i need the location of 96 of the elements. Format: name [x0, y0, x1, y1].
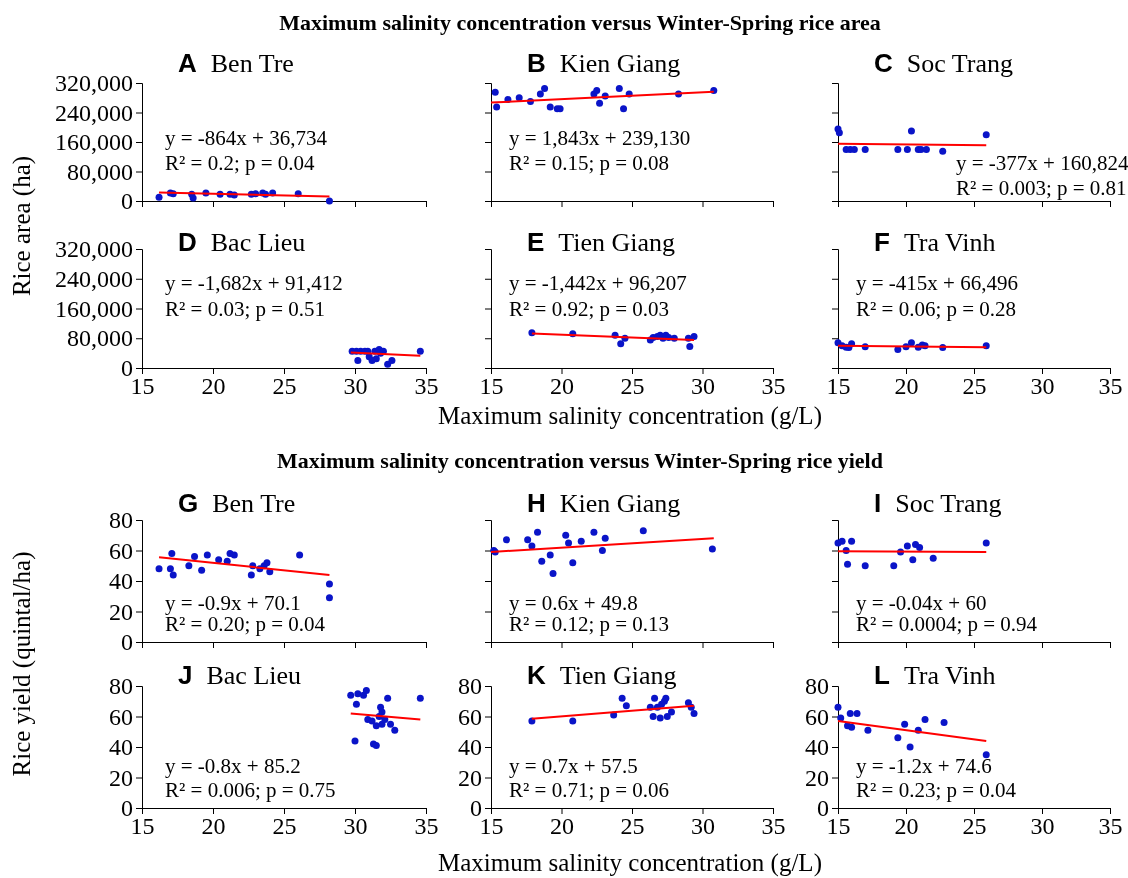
y-axis-title: Rice yield (quintal/ha) [8, 551, 36, 777]
y-tick-label: 0 [121, 355, 133, 382]
x-tick-label: 20 [894, 373, 919, 400]
y-tick-label: 60 [109, 537, 133, 564]
x-axis-title: Maximum salinity concentration (g/L) [438, 849, 822, 877]
x-tick-label: 35 [414, 373, 439, 400]
y-tick-label: 40 [109, 734, 133, 761]
x-tick-label: 35 [1098, 373, 1123, 400]
x-tick-label: 20 [550, 813, 574, 840]
x-tick-label: 25 [962, 813, 987, 840]
x-tick-label: 20 [550, 373, 574, 400]
x-tick-label: 30 [691, 813, 715, 840]
y-tick-label: 60 [805, 703, 829, 730]
y-tick-label: 40 [109, 568, 133, 595]
annotation: y = -415x + 66,496 [856, 271, 1018, 295]
y-tick-label: 160,000 [55, 295, 133, 322]
x-tick-label: 35 [761, 813, 786, 840]
x-tick-label: 20 [894, 813, 919, 840]
annotation: R² = 0.006; p = 0.75 [165, 778, 336, 802]
x-tick-label: 15 [826, 373, 851, 400]
x-tick-label: 25 [962, 373, 987, 400]
annotation: y = 1,843x + 239,130 [509, 126, 691, 150]
text: Maximum salinity concentration versus Winter-Spring rice area [279, 10, 881, 35]
y-tick-label: 240,000 [55, 265, 133, 292]
chart-title: J Bac Lieu [178, 660, 302, 690]
x-tick-label: 30 [691, 373, 715, 400]
x-tick-label: 30 [1030, 373, 1055, 400]
chart-title: B Kien Giang [527, 48, 681, 78]
y-tick-label: 80 [109, 507, 133, 534]
x-tick-label: 25 [272, 813, 297, 840]
y-tick-label: 240,000 [55, 99, 133, 126]
annotation: y = -377x + 160,824 [956, 151, 1128, 175]
x-tick-label: 30 [343, 373, 368, 400]
chart-title: K Tien Giang [527, 660, 677, 690]
y-tick-label: 160,000 [55, 129, 133, 156]
x-tick-label: 20 [201, 813, 226, 840]
y-tick-label: 0 [121, 188, 133, 215]
chart-title: F Tra Vinh [874, 227, 996, 257]
annotation: y = -864x + 36,734 [165, 126, 328, 150]
chart-title: A Ben Tre [178, 48, 294, 78]
annotation: R² = 0.71; p = 0.06 [509, 778, 670, 802]
chart-title: G Ben Tre [178, 488, 296, 518]
y-tick-label: 80 [805, 673, 829, 700]
y-tick-label: 320,000 [55, 70, 133, 97]
x-tick-label: 15 [479, 373, 504, 400]
x-tick-label: 15 [479, 813, 504, 840]
annotation: R² = 0.23; p = 0.04 [856, 778, 1017, 802]
x-axis-title: Maximum salinity concentration (g/L) [438, 402, 822, 430]
chart-title: D Bac Lieu [178, 227, 306, 257]
y-tick-label: 80,000 [67, 158, 133, 185]
y-tick-label: 60 [109, 703, 133, 730]
x-tick-label: 15 [130, 373, 155, 400]
annotation: R² = 0.15; p = 0.08 [509, 151, 670, 175]
y-tick-label: 0 [817, 795, 829, 822]
y-tick-label: 80 [458, 673, 482, 700]
x-tick-label: 30 [343, 813, 368, 840]
y-tick-label: 0 [121, 629, 133, 656]
x-tick-label: 20 [201, 373, 226, 400]
chart-title: E Tien Giang [527, 227, 676, 257]
y-tick-label: 20 [109, 764, 133, 791]
y-tick-label: 0 [121, 795, 133, 822]
y-tick-label: 20 [458, 764, 482, 791]
y-tick-label: 40 [458, 734, 482, 761]
annotation: R² = 0.03; p = 0.51 [165, 297, 326, 321]
x-tick-label: 15 [826, 813, 851, 840]
chart-title: I Soc Trang [874, 488, 1002, 518]
annotation: R² = 0.2; p = 0.04 [165, 151, 316, 175]
y-tick-label: 80 [109, 673, 133, 700]
x-tick-label: 30 [1030, 813, 1055, 840]
annotation: R² = 0.06; p = 0.28 [856, 297, 1017, 321]
y-tick-label: 0 [470, 795, 482, 822]
x-tick-label: 15 [130, 813, 155, 840]
y-tick-label: 80,000 [67, 325, 133, 352]
annotation: y = -1,442x + 96,207 [509, 271, 687, 295]
y-tick-label: 20 [109, 598, 133, 625]
text: Maximum salinity concentration versus Winter-Spring rice yield [277, 448, 883, 473]
chart-title: L Tra Vinh [874, 660, 996, 690]
x-tick-label: 35 [761, 373, 786, 400]
annotation: R² = 0.003; p = 0.81 [956, 176, 1127, 200]
y-axis-title: Rice area (ha) [8, 155, 36, 297]
annotation: y = 0.7x + 57.5 [509, 754, 638, 778]
y-tick-label: 40 [805, 734, 829, 761]
chart-title: H Kien Giang [527, 488, 681, 518]
y-tick-label: 20 [805, 764, 829, 791]
annotation: y = -0.8x + 85.2 [165, 754, 301, 778]
y-tick-label: 320,000 [55, 236, 133, 263]
x-tick-label: 25 [620, 813, 645, 840]
x-tick-label: 25 [620, 373, 645, 400]
annotation: y = -1.2x + 74.6 [856, 754, 992, 778]
x-tick-label: 35 [414, 813, 439, 840]
x-tick-label: 25 [272, 373, 297, 400]
annotation: R² = 0.92; p = 0.03 [509, 297, 670, 321]
y-tick-label: 60 [458, 703, 482, 730]
annotation: y = -1,682x + 91,412 [165, 271, 343, 295]
x-tick-label: 35 [1098, 813, 1123, 840]
chart-title: C Soc Trang [874, 48, 1013, 78]
